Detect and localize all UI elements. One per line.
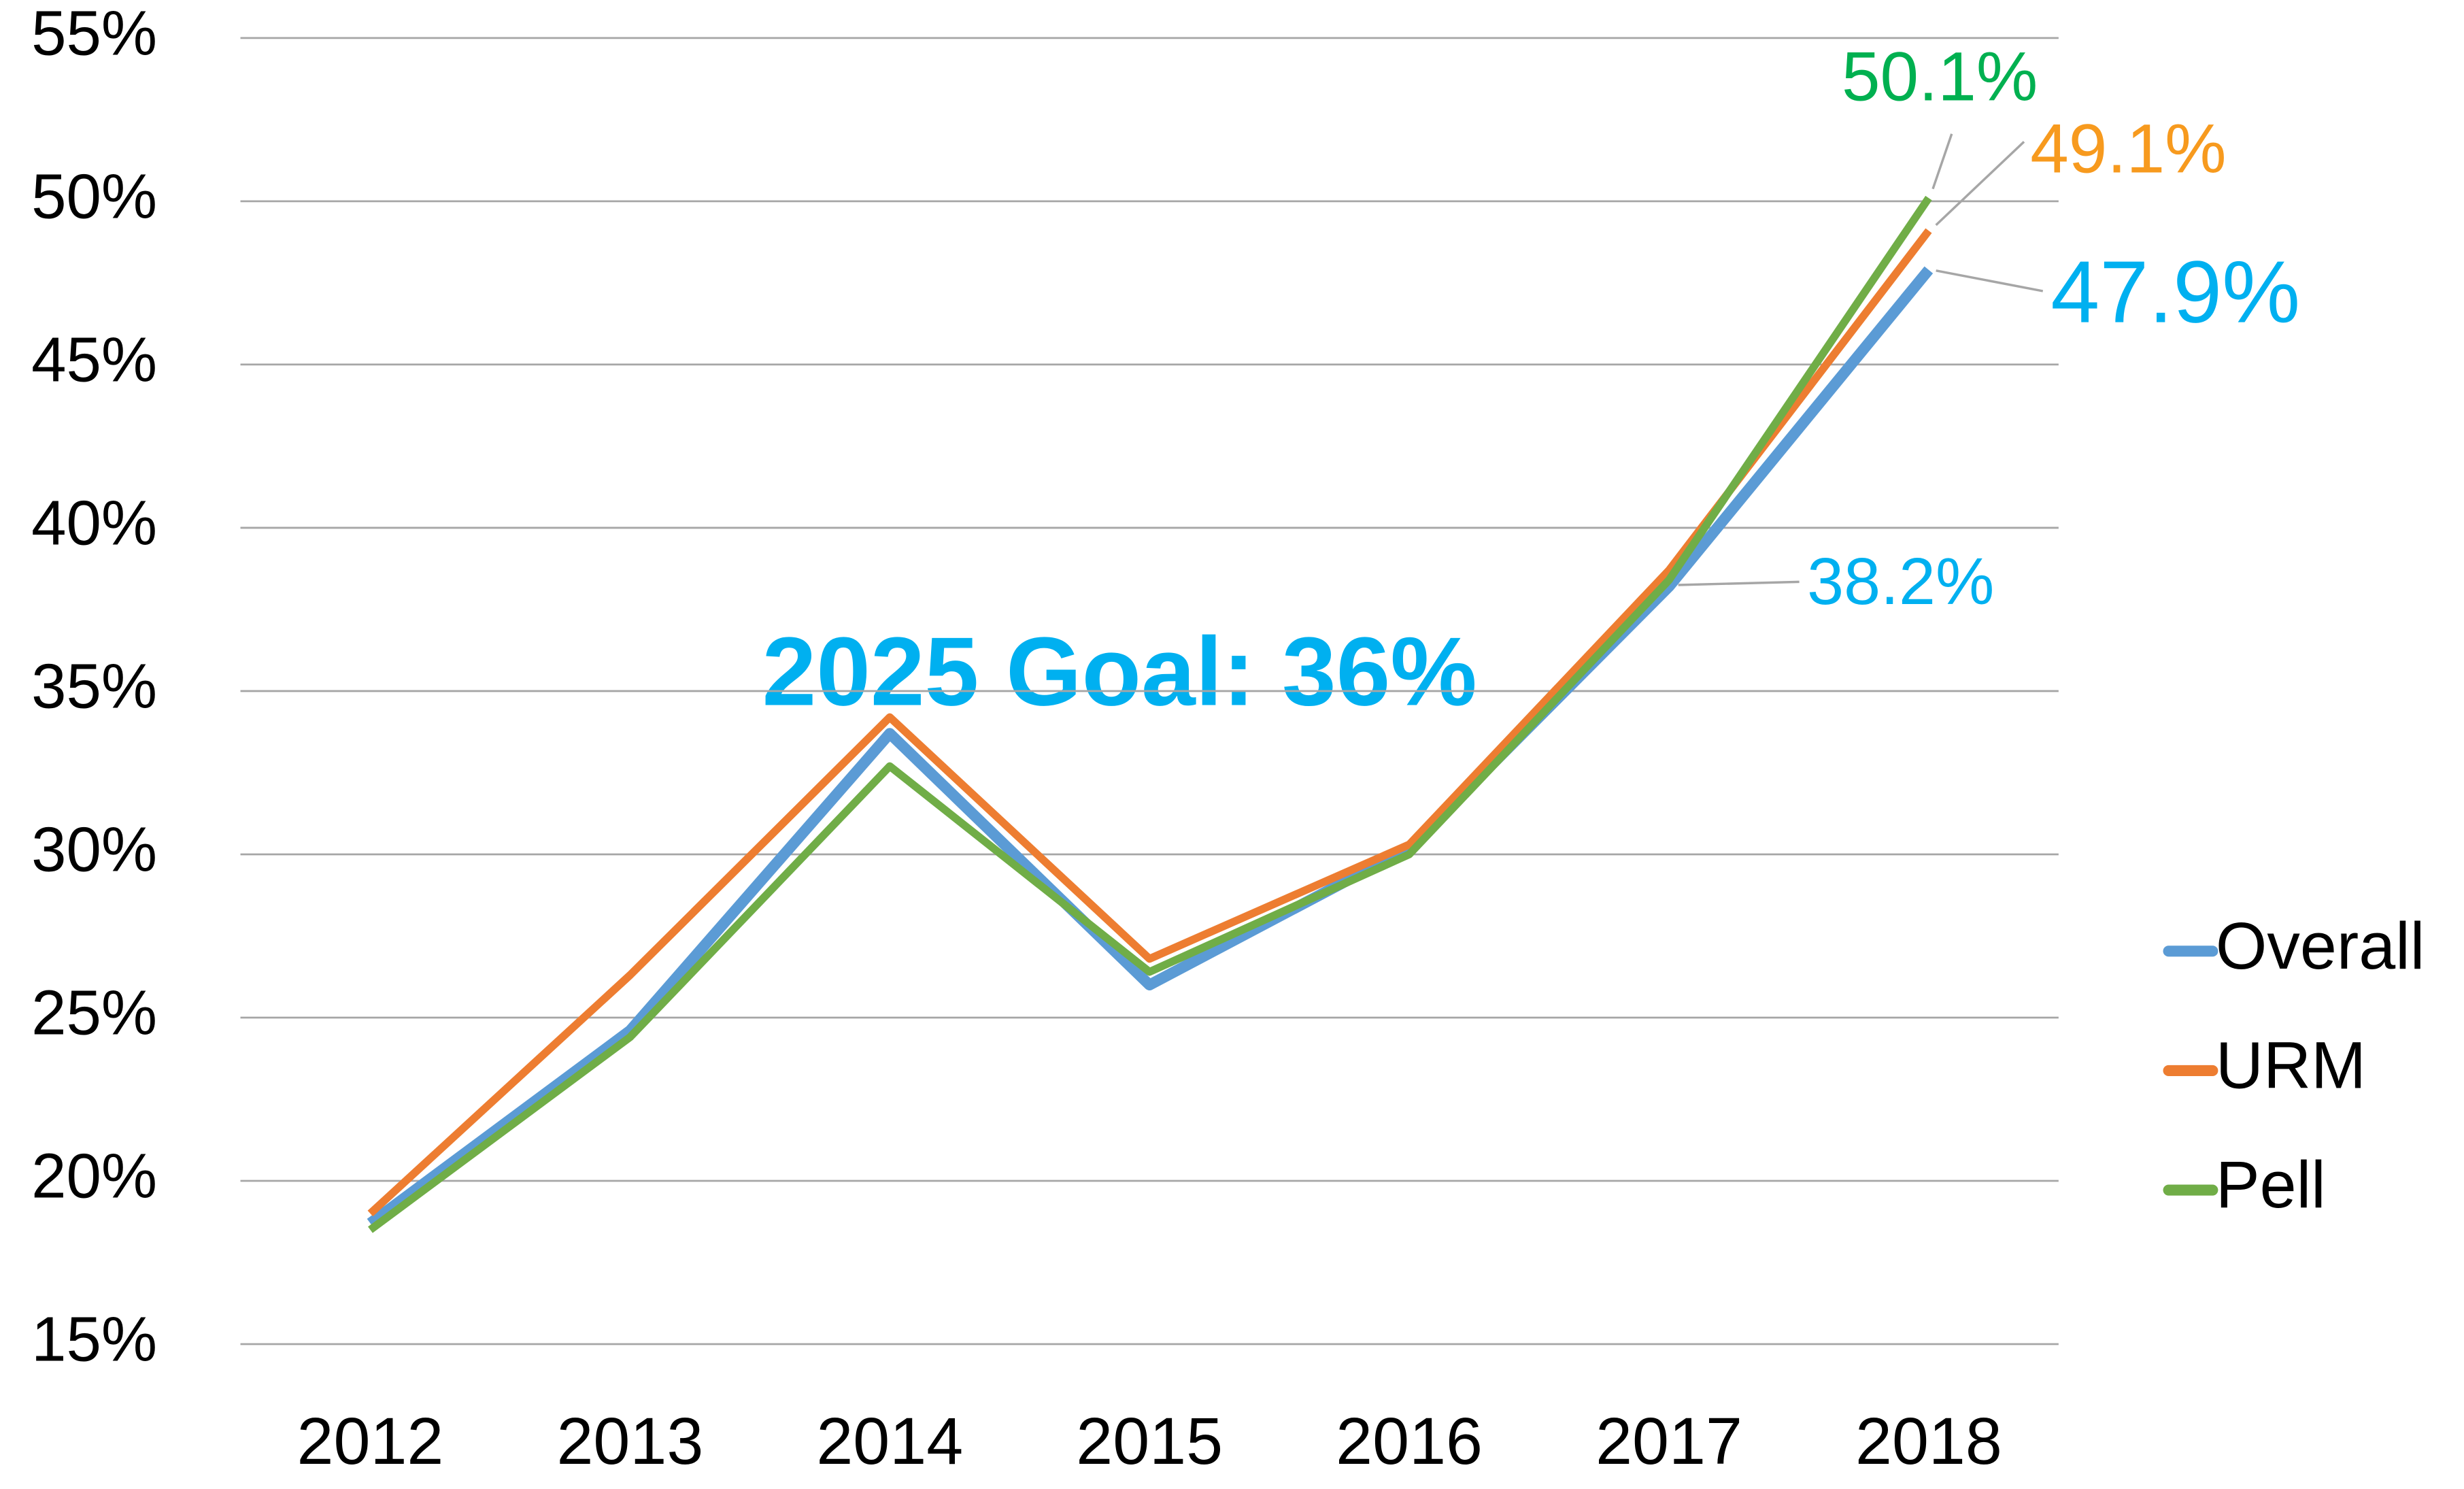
x-tick-label: 2014 xyxy=(816,1404,963,1478)
y-tick-label: 40% xyxy=(31,487,157,558)
legend-label: Pell xyxy=(2216,1148,2326,1222)
annotation: 2025 Goal: 36% xyxy=(762,617,1477,726)
series-line xyxy=(367,266,1934,1228)
x-tick-label: 2015 xyxy=(1076,1404,1223,1478)
y-tick-label: 30% xyxy=(31,814,157,884)
y-tick-label: 50% xyxy=(31,161,157,231)
x-tick-label: 2018 xyxy=(1855,1404,2002,1478)
data-label: 47.9% xyxy=(2050,244,2300,341)
x-tick-label: 2016 xyxy=(1336,1404,1483,1478)
y-tick-label: 20% xyxy=(31,1140,157,1211)
legend-label: URM xyxy=(2216,1028,2366,1103)
leader-line xyxy=(1936,269,2044,292)
x-tick-label: 2012 xyxy=(297,1404,444,1478)
y-tick-label: 15% xyxy=(31,1303,157,1374)
y-tick-label: 45% xyxy=(31,324,157,395)
x-tick-label: 2017 xyxy=(1596,1404,1742,1478)
data-label: 49.1% xyxy=(2030,110,2226,188)
y-tick-label: 25% xyxy=(31,977,157,1048)
series-line xyxy=(368,195,1932,1233)
y-tick-label: 55% xyxy=(31,0,157,68)
data-label: 38.2% xyxy=(1807,544,1994,618)
leader-line xyxy=(1678,580,1800,586)
data-label: 50.1% xyxy=(1842,37,2038,115)
leader-line xyxy=(1935,141,2025,227)
legend-label: Overall xyxy=(2216,909,2425,983)
x-tick-label: 2013 xyxy=(556,1404,703,1478)
leader-line xyxy=(1931,133,1953,190)
series-line xyxy=(367,228,1932,1217)
y-tick-label: 35% xyxy=(31,650,157,721)
